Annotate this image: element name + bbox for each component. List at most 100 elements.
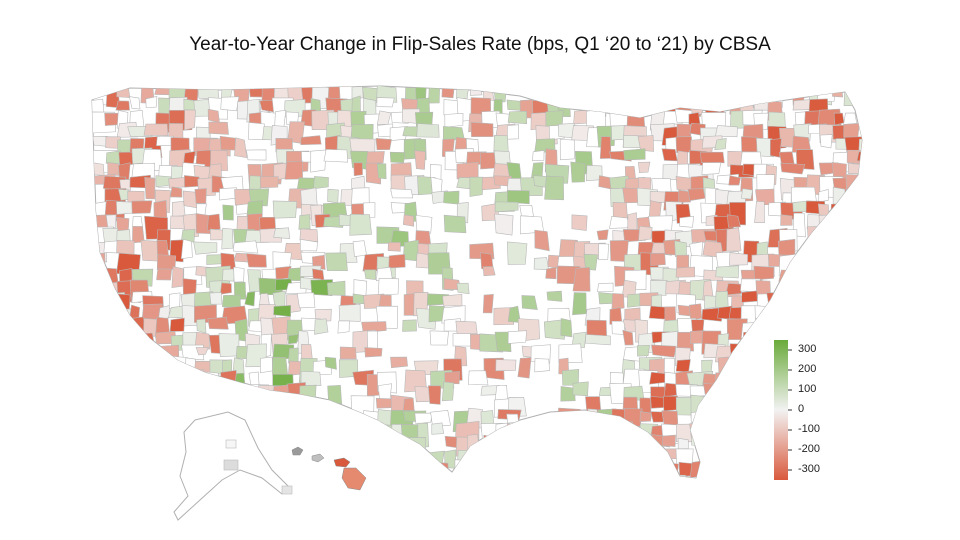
cbsa-region (818, 267, 832, 284)
cbsa-region (741, 86, 766, 104)
cbsa-region (273, 408, 286, 429)
cbsa-region (661, 148, 678, 162)
cbsa-region (169, 421, 185, 439)
cbsa-region (625, 475, 643, 478)
cbsa-region (169, 383, 194, 398)
cbsa-region (104, 475, 117, 478)
cbsa-region (431, 422, 444, 435)
cbsa-region (534, 229, 550, 252)
cbsa-region (194, 188, 207, 204)
cbsa-region (856, 278, 862, 295)
cbsa-region (846, 317, 859, 332)
cbsa-region (444, 371, 460, 385)
cbsa-region (105, 345, 130, 356)
cbsa-region (92, 304, 110, 323)
cbsa-region (194, 370, 219, 393)
cbsa-region (703, 383, 714, 396)
cbsa-region (339, 346, 357, 360)
cbsa-region (754, 201, 765, 223)
cbsa-region (675, 86, 698, 100)
cbsa-region (651, 97, 671, 110)
cbsa-region (609, 215, 630, 229)
cbsa-region (209, 292, 223, 305)
cbsa-region (221, 382, 245, 406)
cbsa-region (129, 448, 142, 472)
cbsa-region (674, 476, 702, 478)
cbsa-region (726, 464, 751, 478)
cbsa-region (546, 290, 563, 302)
cbsa-region (833, 112, 845, 126)
cbsa-region (349, 213, 372, 236)
cbsa-region (102, 331, 123, 345)
cbsa-region (323, 149, 349, 163)
cbsa-region (168, 371, 192, 387)
cbsa-region (532, 423, 547, 446)
cbsa-region (741, 394, 757, 413)
cbsa-region (703, 450, 714, 472)
cbsa-region (467, 370, 489, 386)
color-legend: 300 200 100 0 -100 -200 -300 (770, 338, 840, 483)
cbsa-region (469, 176, 484, 197)
cbsa-region (300, 187, 318, 207)
cbsa-region (806, 319, 824, 340)
cbsa-region (494, 331, 512, 352)
cbsa-region (92, 267, 107, 280)
cbsa-region (857, 214, 862, 226)
cbsa-region (246, 149, 267, 161)
cbsa-region (600, 422, 622, 434)
cbsa-region (377, 436, 398, 451)
cbsa-region (521, 295, 538, 310)
hawaii-island-maui (333, 457, 351, 468)
cbsa-region (153, 400, 166, 411)
cbsa-region (272, 356, 289, 376)
cbsa-region (466, 433, 480, 455)
cbsa-region (171, 200, 186, 217)
cbsa-region (842, 360, 862, 376)
cbsa-region (116, 422, 136, 442)
cbsa-region (859, 174, 862, 192)
cbsa-region (208, 121, 229, 135)
cbsa-region (115, 435, 138, 453)
cbsa-region (805, 292, 821, 310)
cbsa-region (390, 188, 414, 199)
cbsa-region (636, 461, 649, 473)
cbsa-region (141, 422, 166, 441)
cbsa-region (743, 387, 768, 400)
cbsa-region (325, 252, 348, 272)
cbsa-region (843, 112, 858, 125)
cbsa-region (314, 318, 329, 335)
legend-tick-label: 100 (798, 383, 817, 395)
cbsa-region (624, 448, 636, 463)
cbsa-region (428, 461, 449, 476)
cbsa-region (505, 423, 525, 446)
cbsa-region (624, 408, 643, 427)
legend-tick-label: -100 (798, 423, 821, 435)
cbsa-region (650, 452, 671, 472)
cbsa-region (263, 408, 288, 424)
cbsa-region (586, 463, 599, 478)
cbsa-region (598, 243, 609, 261)
cbsa-region (467, 448, 485, 462)
cbsa-region (845, 437, 861, 454)
cbsa-region (118, 451, 137, 466)
cbsa-region (650, 252, 666, 266)
cbsa-region (717, 450, 740, 464)
cbsa-region (118, 396, 133, 419)
cbsa-region (299, 411, 317, 430)
cbsa-region (195, 347, 209, 356)
cbsa-region (819, 253, 837, 276)
cbsa-region (427, 450, 445, 465)
cbsa-region (583, 253, 598, 271)
cbsa-region (638, 450, 658, 461)
cbsa-region (742, 459, 763, 472)
cbsa-region (274, 426, 289, 447)
cbsa-region (611, 421, 636, 445)
cbsa-region (131, 438, 144, 454)
legend-tick-label: 0 (798, 403, 805, 415)
cbsa-region (561, 475, 579, 478)
cbsa-region (155, 344, 180, 367)
cbsa-region (818, 214, 844, 227)
cbsa-region (428, 86, 441, 104)
cbsa-region (845, 475, 862, 478)
cbsa-region (857, 200, 862, 219)
